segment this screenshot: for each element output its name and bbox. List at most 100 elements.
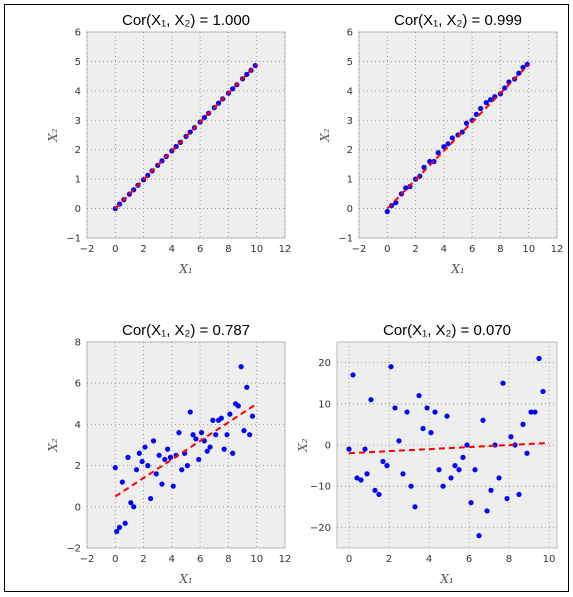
- y-tick-label: 2: [75, 461, 81, 472]
- y-tick-label: 3: [75, 116, 81, 127]
- y-tick-label: 4: [75, 86, 81, 97]
- data-point: [368, 397, 374, 403]
- data-point: [159, 481, 165, 487]
- x-axis-label: X₁: [450, 262, 464, 276]
- panel-3: −2 0 2 4 6 8 10 12 −2 0 2 4 6 8 Cor(X₁, X₂) = 0.787 X₁ X…: [46, 322, 291, 586]
- data-point: [145, 463, 151, 469]
- x-tick-label: 4: [426, 554, 432, 565]
- y-tick-label: 5: [347, 57, 353, 68]
- data-point: [403, 185, 409, 191]
- data-point: [480, 417, 486, 423]
- x-tick-label: 10: [250, 244, 263, 255]
- data-point: [524, 61, 530, 67]
- data-point: [488, 487, 494, 493]
- data-point: [440, 483, 446, 489]
- data-point: [445, 141, 451, 147]
- data-point: [170, 483, 176, 489]
- data-point: [125, 454, 131, 460]
- chart-title: Cor(X₁, X₂) = 0.787: [122, 322, 250, 339]
- x-tick-label: 8: [225, 554, 231, 565]
- y-tick-label: 0: [347, 204, 353, 215]
- data-point: [179, 467, 185, 473]
- y-tick-label: 4: [347, 86, 353, 97]
- data-point: [213, 432, 219, 438]
- x-tick-label: 12: [279, 244, 292, 255]
- chart-title: Cor(X₁, X₂) = 1.000: [122, 12, 250, 29]
- data-point: [473, 111, 479, 117]
- y-tick-label: 10: [318, 399, 331, 410]
- fit-line: [114, 63, 258, 210]
- data-point: [235, 403, 241, 409]
- fit-line: [114, 402, 258, 498]
- y-tick-label: 6: [347, 28, 353, 39]
- fit-line: [386, 63, 530, 210]
- data-point: [364, 471, 370, 477]
- data-point: [500, 380, 506, 386]
- y-tick-label: 0: [75, 204, 81, 215]
- data-point: [167, 454, 174, 460]
- data-point: [133, 467, 140, 473]
- x-tick-label: 8: [506, 554, 512, 565]
- data-point: [136, 450, 142, 456]
- data-point: [408, 483, 414, 489]
- data-point: [464, 442, 470, 448]
- x-tick-label: 10: [522, 244, 535, 255]
- data-point: [478, 105, 484, 112]
- data-point: [536, 355, 542, 362]
- y-tick-label: 2: [75, 145, 81, 156]
- data-point: [384, 463, 390, 469]
- data-point: [508, 434, 514, 440]
- y-tick-label: 0: [325, 441, 331, 452]
- data-point: [116, 524, 123, 531]
- y-tick-label: −1: [338, 234, 353, 245]
- data-point: [532, 409, 538, 415]
- data-point: [396, 438, 402, 444]
- data-point: [376, 491, 382, 498]
- data-point: [114, 528, 120, 535]
- data-point: [420, 425, 426, 432]
- data-point: [436, 467, 442, 473]
- x-axis-label: X₁: [439, 572, 453, 586]
- data-point: [139, 458, 145, 465]
- x-tick-label: 2: [140, 244, 146, 255]
- data-point: [463, 120, 470, 126]
- data-point: [416, 392, 422, 399]
- y-tick-label: −10: [310, 482, 331, 493]
- data-point: [540, 388, 546, 395]
- data-point: [247, 432, 253, 438]
- x-tick-label: 6: [466, 554, 472, 565]
- y-axis-label: X₂: [318, 128, 332, 143]
- x-tick-label: 6: [197, 554, 203, 565]
- data-point: [372, 487, 378, 493]
- data-point: [153, 471, 159, 477]
- data-point: [484, 508, 490, 514]
- data-point: [156, 452, 162, 458]
- data-point: [412, 504, 418, 510]
- data-point: [504, 495, 510, 502]
- data-point: [449, 135, 455, 141]
- data-point: [524, 450, 530, 456]
- data-point: [224, 432, 230, 438]
- x-tick-label: 10: [250, 554, 263, 565]
- figure-frame: −2 0 2 4 6 8 10 12 −1 0 1 2 3 4 5 6 Cor(X₁, X₂) = 1.000 X…: [4, 4, 569, 592]
- data-point: [165, 446, 171, 452]
- x-tick-label: 2: [140, 554, 146, 565]
- data-point: [496, 475, 502, 481]
- data-point: [193, 436, 199, 442]
- data-point: [404, 409, 410, 415]
- data-point: [354, 475, 360, 481]
- data-point: [456, 467, 462, 473]
- y-tick-label: −1: [66, 234, 81, 245]
- x-tick-label: −2: [352, 244, 367, 255]
- data-point: [516, 491, 522, 498]
- y-axis-label: X₂: [46, 128, 60, 143]
- data-point: [460, 454, 466, 460]
- x-tick-label: 10: [543, 554, 556, 565]
- data-point: [476, 533, 482, 539]
- data-point: [468, 500, 474, 506]
- data-point: [241, 427, 247, 434]
- data-point: [230, 450, 236, 456]
- x-tick-label: 8: [225, 244, 231, 255]
- chart-title: Cor(X₁, X₂) = 0.070: [383, 322, 511, 339]
